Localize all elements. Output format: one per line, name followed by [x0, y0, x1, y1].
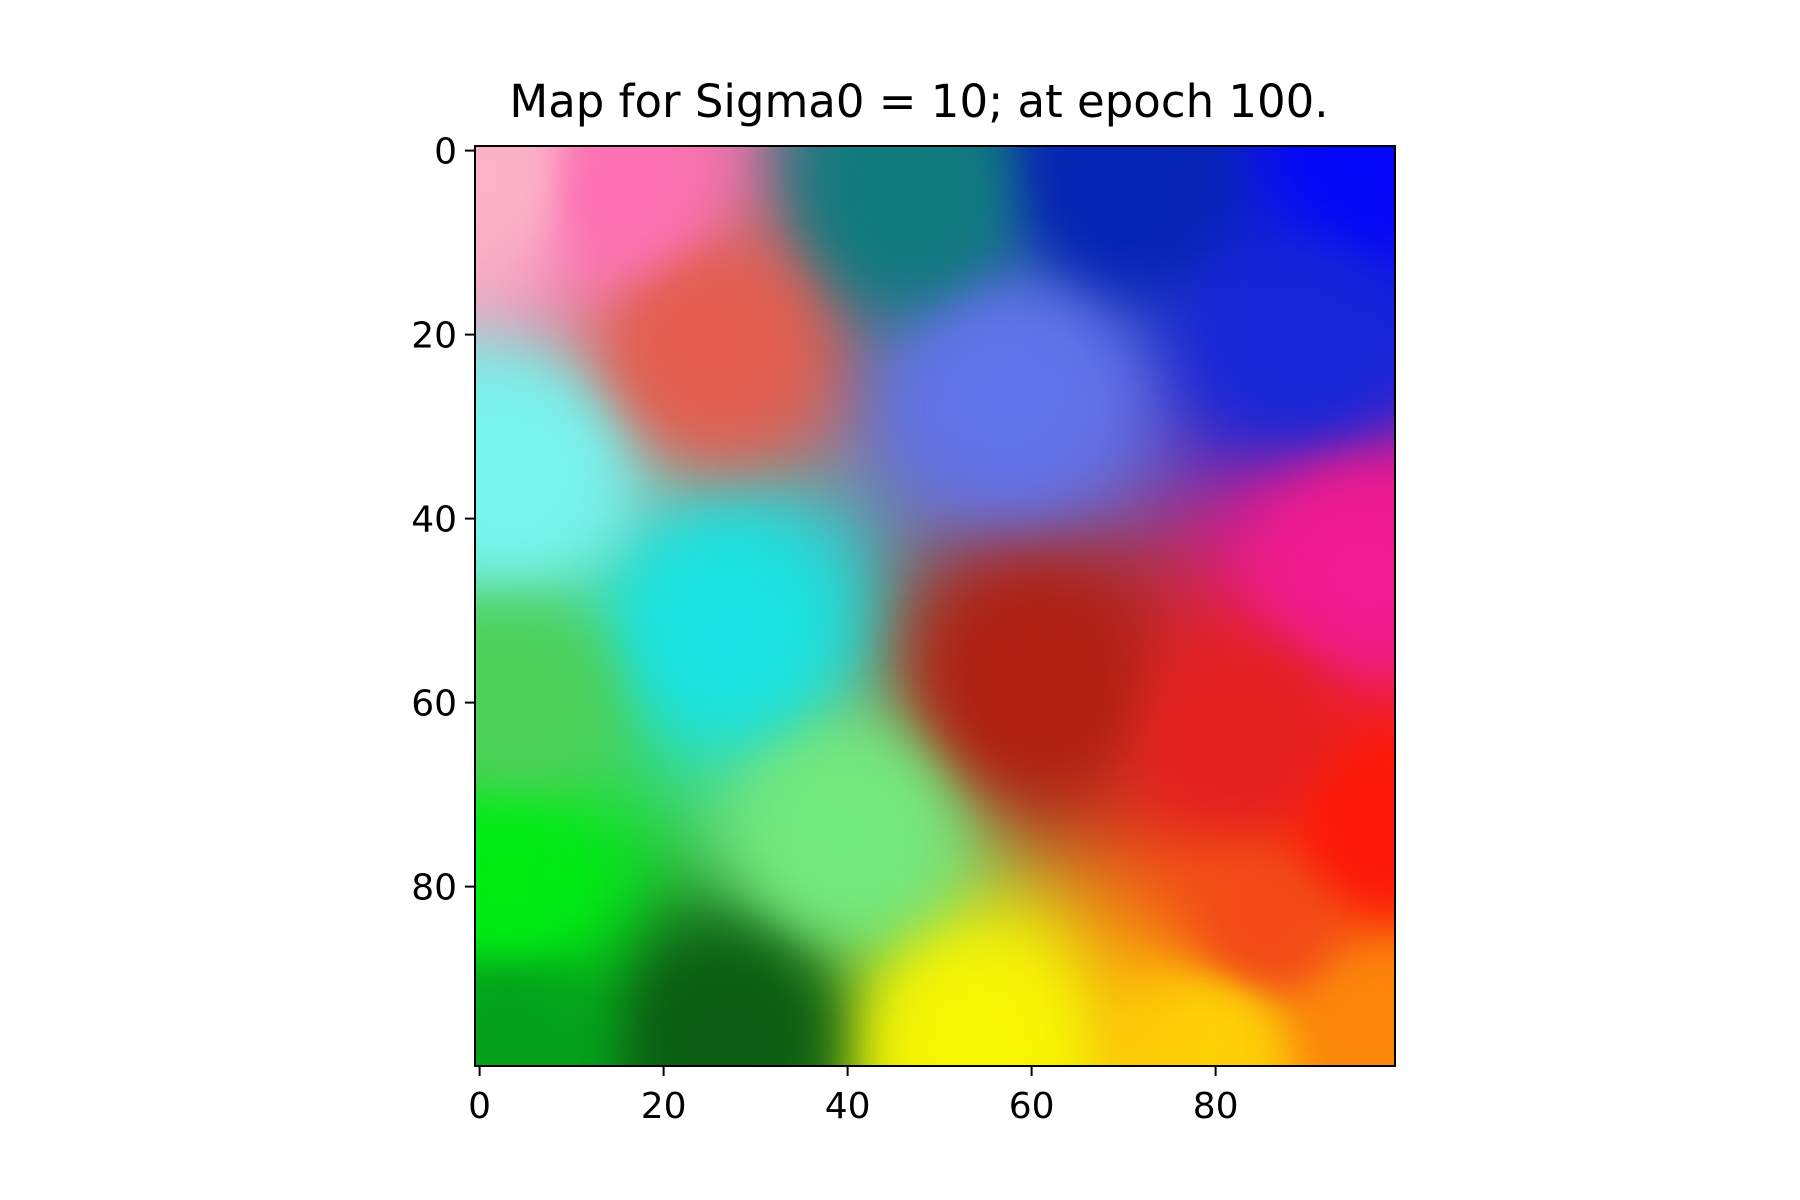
- y-tick-label: 20: [411, 316, 457, 357]
- y-axis: 0 20 40 60 80: [411, 132, 475, 909]
- heatmap-area: [474, 145, 1396, 1067]
- x-tick-label: 80: [1193, 1086, 1239, 1127]
- y-tick-label: 60: [411, 684, 457, 725]
- y-tick-label: 40: [411, 500, 457, 541]
- x-tick-label: 40: [825, 1086, 871, 1127]
- plot-frame: [474, 145, 1396, 1067]
- heatmap-image: [475, 146, 1395, 1066]
- x-axis: 0 20 40 60 80: [468, 1066, 1239, 1127]
- y-tick-label: 0: [434, 132, 457, 173]
- chart-title: Map for Sigma0 = 10; at epoch 100.: [509, 75, 1328, 128]
- x-tick-label: 0: [468, 1086, 491, 1127]
- x-tick-label: 20: [641, 1086, 687, 1127]
- y-tick-label: 80: [411, 868, 457, 909]
- x-tick-label: 60: [1009, 1086, 1055, 1127]
